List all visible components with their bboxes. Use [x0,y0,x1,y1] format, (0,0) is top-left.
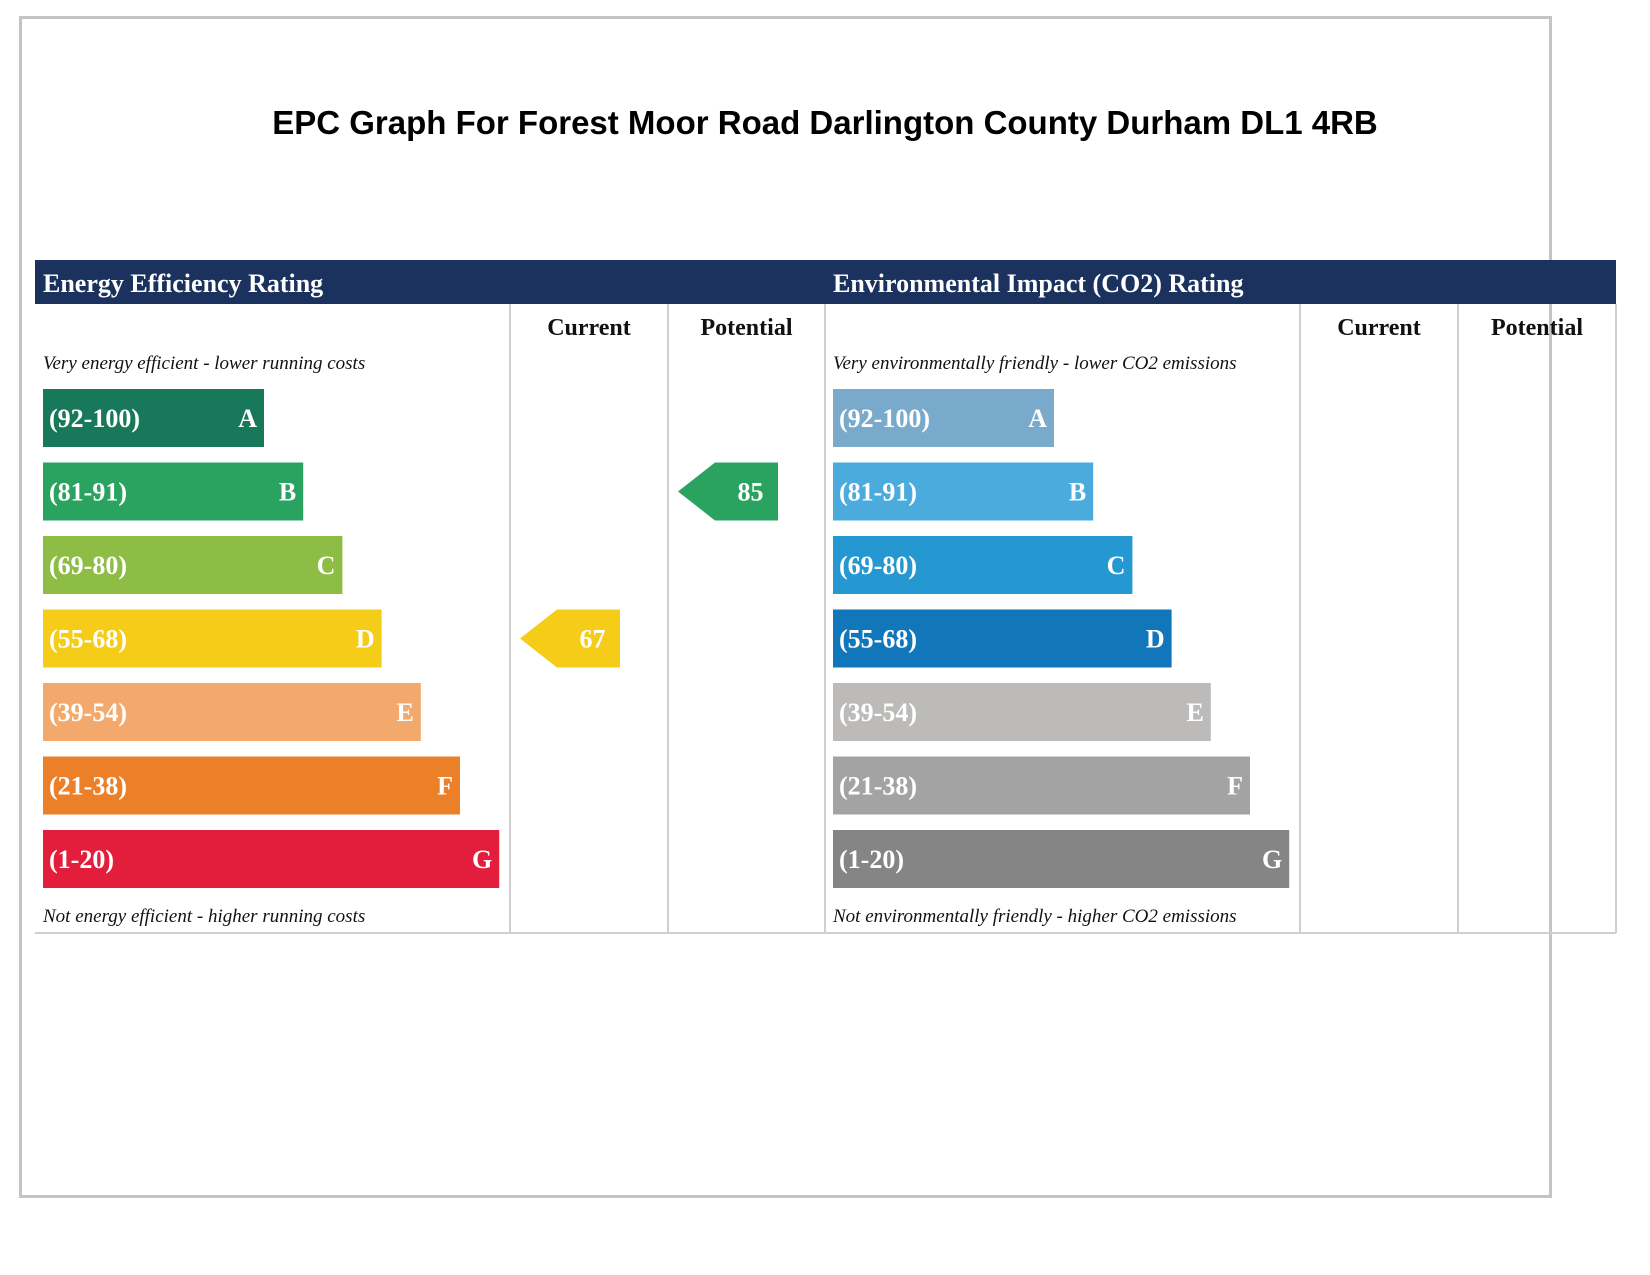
energy-band-bar-b [43,462,304,521]
page-title: EPC Graph For Forest Moor Road Darlingto… [272,104,1378,141]
environment-band-range: (1-20) [839,845,904,874]
environment-column-header: Potential [1491,315,1583,341]
energy-potential-rating-arrow [678,462,778,521]
environment-band-letter: G [1262,845,1282,874]
rating-header-bar [35,260,1616,304]
environment-band-range: (69-80) [839,551,917,580]
environment-band-bar-g [833,830,1290,888]
energy-band-range: (39-54) [49,698,127,727]
environment-band-bar-c [833,536,1133,594]
environment-band-letter: D [1146,625,1165,654]
energy-column-header: Current [547,315,631,341]
environment-bottom-caption: Not environmentally friendly - higher CO… [832,906,1237,927]
energy-band-range: (55-68) [49,625,127,654]
energy-band-letter: D [356,625,375,654]
environment-band-letter: E [1186,698,1203,727]
energy-column-header: Potential [701,315,793,341]
energy-band-letter: G [472,845,492,874]
environment-panel-title: Environmental Impact (CO2) Rating [833,269,1243,298]
energy-band-range: (69-80) [49,551,127,580]
energy-band-range: (21-38) [49,772,127,801]
energy-band-bar-g [43,830,500,888]
environment-band-letter: F [1227,772,1243,801]
environment-band-letter: B [1069,478,1086,507]
energy-current-rating-value: 67 [580,625,606,654]
environment-band-letter: C [1107,551,1126,580]
energy-band-range: (1-20) [49,845,114,874]
energy-band-letter: B [279,478,296,507]
energy-top-caption: Very energy efficient - lower running co… [43,353,365,374]
environment-band-bar-a [833,389,1054,447]
energy-band-bar-a [43,389,264,447]
environment-band-bar-f [833,756,1250,815]
environment-band-bar-e [833,683,1211,741]
environment-band-range: (55-68) [839,625,917,654]
environment-column-header: Current [1337,315,1421,341]
energy-band-bar-e [43,683,421,741]
environment-band-letter: A [1028,404,1047,433]
energy-band-letter: A [238,404,257,433]
energy-band-letter: F [437,772,453,801]
page-frame [19,16,1552,1198]
environment-band-range: (39-54) [839,698,917,727]
environment-band-bar-d [833,609,1172,668]
energy-band-range: (81-91) [49,478,127,507]
energy-band-letter: E [396,698,413,727]
energy-bottom-caption: Not energy efficient - higher running co… [42,906,365,927]
energy-band-bar-d [43,609,382,668]
energy-band-letter: C [317,551,336,580]
energy-band-range: (92-100) [49,404,140,433]
environment-band-range: (21-38) [839,772,917,801]
environment-top-caption: Very environmentally friendly - lower CO… [833,353,1237,374]
energy-band-bar-c [43,536,343,594]
environment-band-bar-b [833,462,1094,521]
energy-potential-rating-value: 85 [738,478,764,507]
energy-current-rating-arrow [520,609,620,668]
energy-panel-title: Energy Efficiency Rating [43,269,323,298]
energy-band-bar-f [43,756,460,815]
environment-band-range: (81-91) [839,478,917,507]
environment-band-range: (92-100) [839,404,930,433]
